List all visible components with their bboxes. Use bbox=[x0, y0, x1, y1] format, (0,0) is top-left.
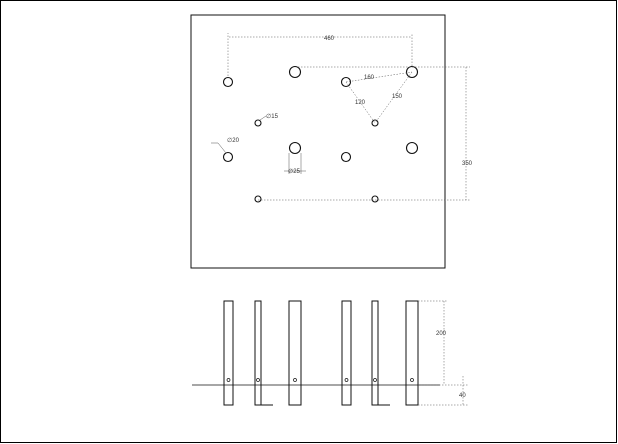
dim-label-dia-15: ∅15 bbox=[266, 113, 279, 120]
hole-20 bbox=[340, 76, 352, 88]
post bbox=[371, 300, 379, 406]
dim-label-150: 150 bbox=[392, 94, 403, 100]
hole-15 bbox=[371, 119, 379, 127]
post bbox=[223, 300, 234, 406]
brackets bbox=[260, 386, 390, 406]
dim-label-120: 120 bbox=[355, 100, 366, 106]
dim-label-160: 160 bbox=[364, 75, 375, 81]
post bbox=[405, 300, 419, 406]
dim-label-40: 40 bbox=[459, 393, 466, 399]
dim-height-350 bbox=[258, 66, 470, 201]
dim-triangle bbox=[345, 71, 413, 124]
post bbox=[341, 300, 352, 406]
hole-15 bbox=[254, 119, 262, 127]
dim-label-dia-20: ∅20 bbox=[227, 137, 240, 144]
post bbox=[288, 300, 302, 406]
plan-plate bbox=[190, 14, 446, 269]
dim-elev-40 bbox=[418, 376, 468, 406]
hole-15 bbox=[371, 195, 379, 203]
dim-elev-200 bbox=[418, 300, 468, 386]
hole-20 bbox=[340, 151, 352, 163]
dim-label-460: 460 bbox=[324, 36, 335, 42]
dim-label-350: 350 bbox=[462, 161, 473, 167]
hole-20 bbox=[222, 151, 234, 163]
dim-width-460 bbox=[227, 33, 413, 76]
dim-label-dia-25: ∅25 bbox=[288, 168, 301, 175]
bracket bbox=[377, 386, 390, 406]
hole-20 bbox=[222, 76, 234, 88]
bracket bbox=[260, 386, 273, 406]
dim-dia-25 bbox=[284, 153, 306, 174]
hole-25 bbox=[288, 65, 302, 79]
elevation-posts bbox=[223, 300, 419, 406]
leader-15 bbox=[259, 115, 267, 121]
hole-25 bbox=[405, 141, 419, 155]
dim-label-200: 200 bbox=[436, 331, 447, 337]
post-pins bbox=[226, 378, 414, 382]
post bbox=[254, 300, 262, 406]
hole-25 bbox=[288, 141, 302, 155]
leader-20 bbox=[217, 142, 227, 154]
hole-25 bbox=[405, 65, 419, 79]
hole-15 bbox=[254, 195, 262, 203]
plan-holes bbox=[222, 65, 419, 203]
